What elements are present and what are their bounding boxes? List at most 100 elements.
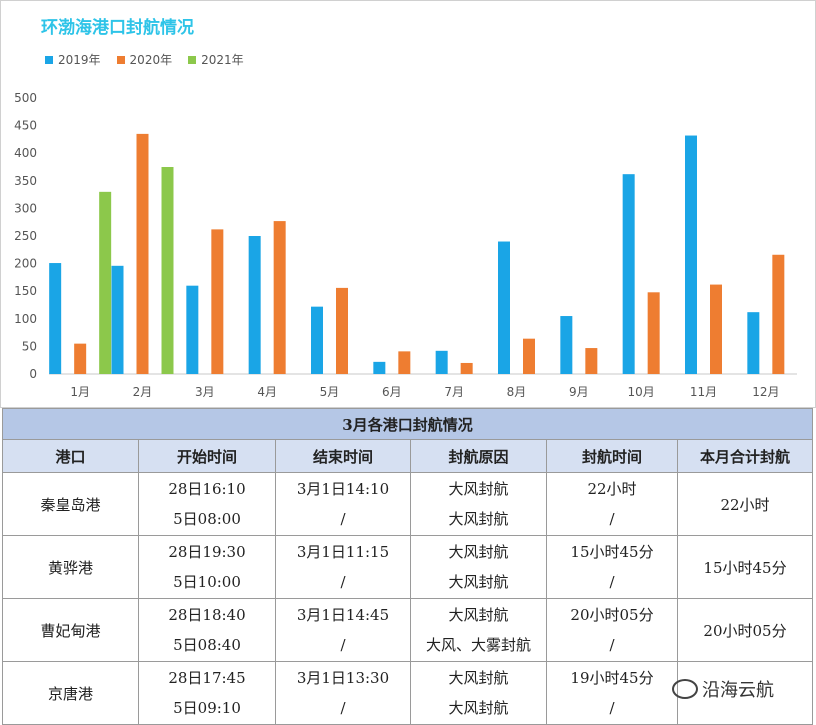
bar-2020年-2月 xyxy=(136,133,149,374)
bar-2020年-3月 xyxy=(211,229,224,374)
cell-reason: 大风封航 大风封航 xyxy=(410,535,547,599)
cell-start-line: 28日16:10 xyxy=(168,480,246,498)
header-reason: 封航原因 xyxy=(410,439,547,473)
cell-end-line: 3月1日14:45 xyxy=(296,606,390,624)
cell-port: 曹妃甸港 xyxy=(2,598,139,662)
bar-2019年-12月 xyxy=(747,312,760,374)
cell-reason-line: 大风封航 xyxy=(448,510,509,528)
cell-end: 3月1日14:10 / xyxy=(275,472,411,536)
closure-table-panel: 3月各港口封航情况 港口 开始时间 结束时间 封航原因 封航时间 本月合计封航 … xyxy=(1,408,814,725)
cell-start-line: 5日09:10 xyxy=(173,699,241,717)
bar-2020年-11月 xyxy=(710,284,722,374)
cell-end-line: / xyxy=(340,573,346,591)
header-end: 结束时间 xyxy=(275,439,411,473)
bar-chart: 0 50 100 150 200 250 300 350 400 450 500 1月 2月 3月 4月 5月… xyxy=(14,91,797,399)
watermark-text: 沿海云航 xyxy=(702,680,774,701)
table-row: 秦皇岛港 28日16:10 5日08:00 3月1日14:10/大风封航 大风封航 22小… xyxy=(2,472,814,536)
cell-port: 秦皇岛港 xyxy=(2,472,139,536)
bar-2020年-9月 xyxy=(585,348,598,374)
table-row: 曹妃甸港 28日18:40 5日08:40 3月1日14:45 / 大风封航 大风、大雾封航… xyxy=(2,598,814,662)
cell-total: 15小时45分 xyxy=(676,535,814,599)
legend-item-2021: 2021年 xyxy=(188,51,244,68)
bar-2021年-2月 xyxy=(161,167,174,374)
cell-total xyxy=(676,661,814,725)
bar-2019年-1月 xyxy=(49,263,62,374)
bar-2021年-1月 xyxy=(99,191,112,374)
header-port: 港口 xyxy=(2,439,139,473)
cell-start-line: 28日18:40 xyxy=(168,606,246,624)
cell-start-line: 28日17:45 xyxy=(168,669,246,687)
y-tick-label: 450 xyxy=(14,119,37,133)
cell-duration: 15小时45分 / xyxy=(546,535,678,599)
cell-end-line: / xyxy=(340,636,346,654)
table-row: 京唐港 28日17:45 5日09:10 3月1日13:30/大风封航 大风封航 19小时… xyxy=(2,661,814,725)
y-tick-label: 250 xyxy=(14,229,37,243)
header-start: 开始时间 xyxy=(138,439,276,473)
bar-2019年-11月 xyxy=(685,135,697,374)
cell-start-line: 5日10:00 xyxy=(173,573,241,591)
bar-2019年-9月 xyxy=(560,316,573,374)
x-tick-label: 10月 xyxy=(628,385,655,399)
table-header-row: 港口 开始时间 结束时间 封航原因 封航时间 本月合计封航 xyxy=(2,439,814,473)
bar-2019年-8月 xyxy=(498,241,510,374)
bar-2019年-2月 xyxy=(111,265,124,374)
bar-2019年-6月 xyxy=(373,361,386,374)
bar-2020年-6月 xyxy=(398,351,411,374)
bar-2019年-5月 xyxy=(311,306,323,374)
legend-swatch-2020 xyxy=(116,55,125,64)
watermark: 沿海云航 xyxy=(672,676,774,702)
header-total: 本月合计封航 xyxy=(676,439,814,473)
cell-end-line: 3月1日13:30 xyxy=(296,669,390,687)
cell-port: 京唐港 xyxy=(2,661,139,725)
y-tick-label: 200 xyxy=(14,257,37,271)
cell-reason-line: 大风封航 xyxy=(448,699,509,717)
closure-table: 3月各港口封航情况 港口 开始时间 结束时间 封航原因 封航时间 本月合计封航 … xyxy=(1,408,814,725)
x-tick-label: 6月 xyxy=(382,385,402,399)
x-tick-label: 9月 xyxy=(569,385,589,399)
cell-end-line: 3月1日11:15 xyxy=(296,543,390,561)
bar-2019年-4月 xyxy=(248,236,261,374)
cell-port: 黄骅港 xyxy=(2,535,139,599)
legend-swatch-2021 xyxy=(188,55,197,64)
cell-reason-line: 大风封航 xyxy=(448,669,509,687)
cell-reason-line: 大风封航 xyxy=(448,543,509,561)
cell-end-line: / xyxy=(340,510,346,528)
header-duration: 封航时间 xyxy=(546,439,678,473)
cell-end: 3月1日11:15 / xyxy=(275,535,411,599)
bar-2020年-8月 xyxy=(523,338,535,374)
cell-duration-line: / xyxy=(609,510,615,528)
cell-reason: 大风封航 大风、大雾封航 xyxy=(410,598,547,662)
bar-2019年-10月 xyxy=(622,174,635,374)
cell-reason: 大风封航 大风封航 xyxy=(410,472,547,536)
cell-duration: 22小时 / xyxy=(546,472,678,536)
cell-start-line: 5日08:00 xyxy=(173,510,241,528)
bar-2020年-12月 xyxy=(772,254,785,374)
bar-2020年-7月 xyxy=(460,362,473,374)
cell-start: 28日17:45 5日09:10 xyxy=(138,661,276,725)
x-tick-label: 5月 xyxy=(320,385,340,399)
x-tick-label: 8月 xyxy=(507,385,527,399)
cell-end-line: / xyxy=(340,699,346,717)
cell-start-line: 28日19:30 xyxy=(168,543,246,561)
x-tick-label: 4月 xyxy=(257,385,277,399)
cell-end: 3月1日13:30 / xyxy=(275,661,411,725)
cell-duration-line: / xyxy=(609,636,615,654)
y-tick-label: 400 xyxy=(14,146,37,160)
cell-start: 28日19:30 5日10:00 xyxy=(138,535,276,599)
y-tick-label: 0 xyxy=(29,367,37,381)
bar-2020年-4月 xyxy=(273,221,286,374)
y-tick-label: 350 xyxy=(14,174,37,188)
bar-2020年-5月 xyxy=(336,287,348,374)
table-title: 3月各港口封航情况 xyxy=(1,408,814,440)
x-tick-label: 11月 xyxy=(690,385,717,399)
wechat-icon xyxy=(672,679,698,699)
cell-duration-line: / xyxy=(609,699,615,717)
y-tick-label: 150 xyxy=(14,284,37,298)
cell-duration-line: 19小时45分 xyxy=(570,669,654,687)
cell-start: 28日18:40 5日08:40 xyxy=(138,598,276,662)
legend-swatch-2019 xyxy=(45,55,53,64)
cell-total: 20小时05分 xyxy=(676,598,814,662)
cell-end: 3月1日14:45 / xyxy=(275,598,411,662)
x-tick-label: 1月 xyxy=(70,385,90,399)
x-tick-label: 2月 xyxy=(133,385,153,399)
